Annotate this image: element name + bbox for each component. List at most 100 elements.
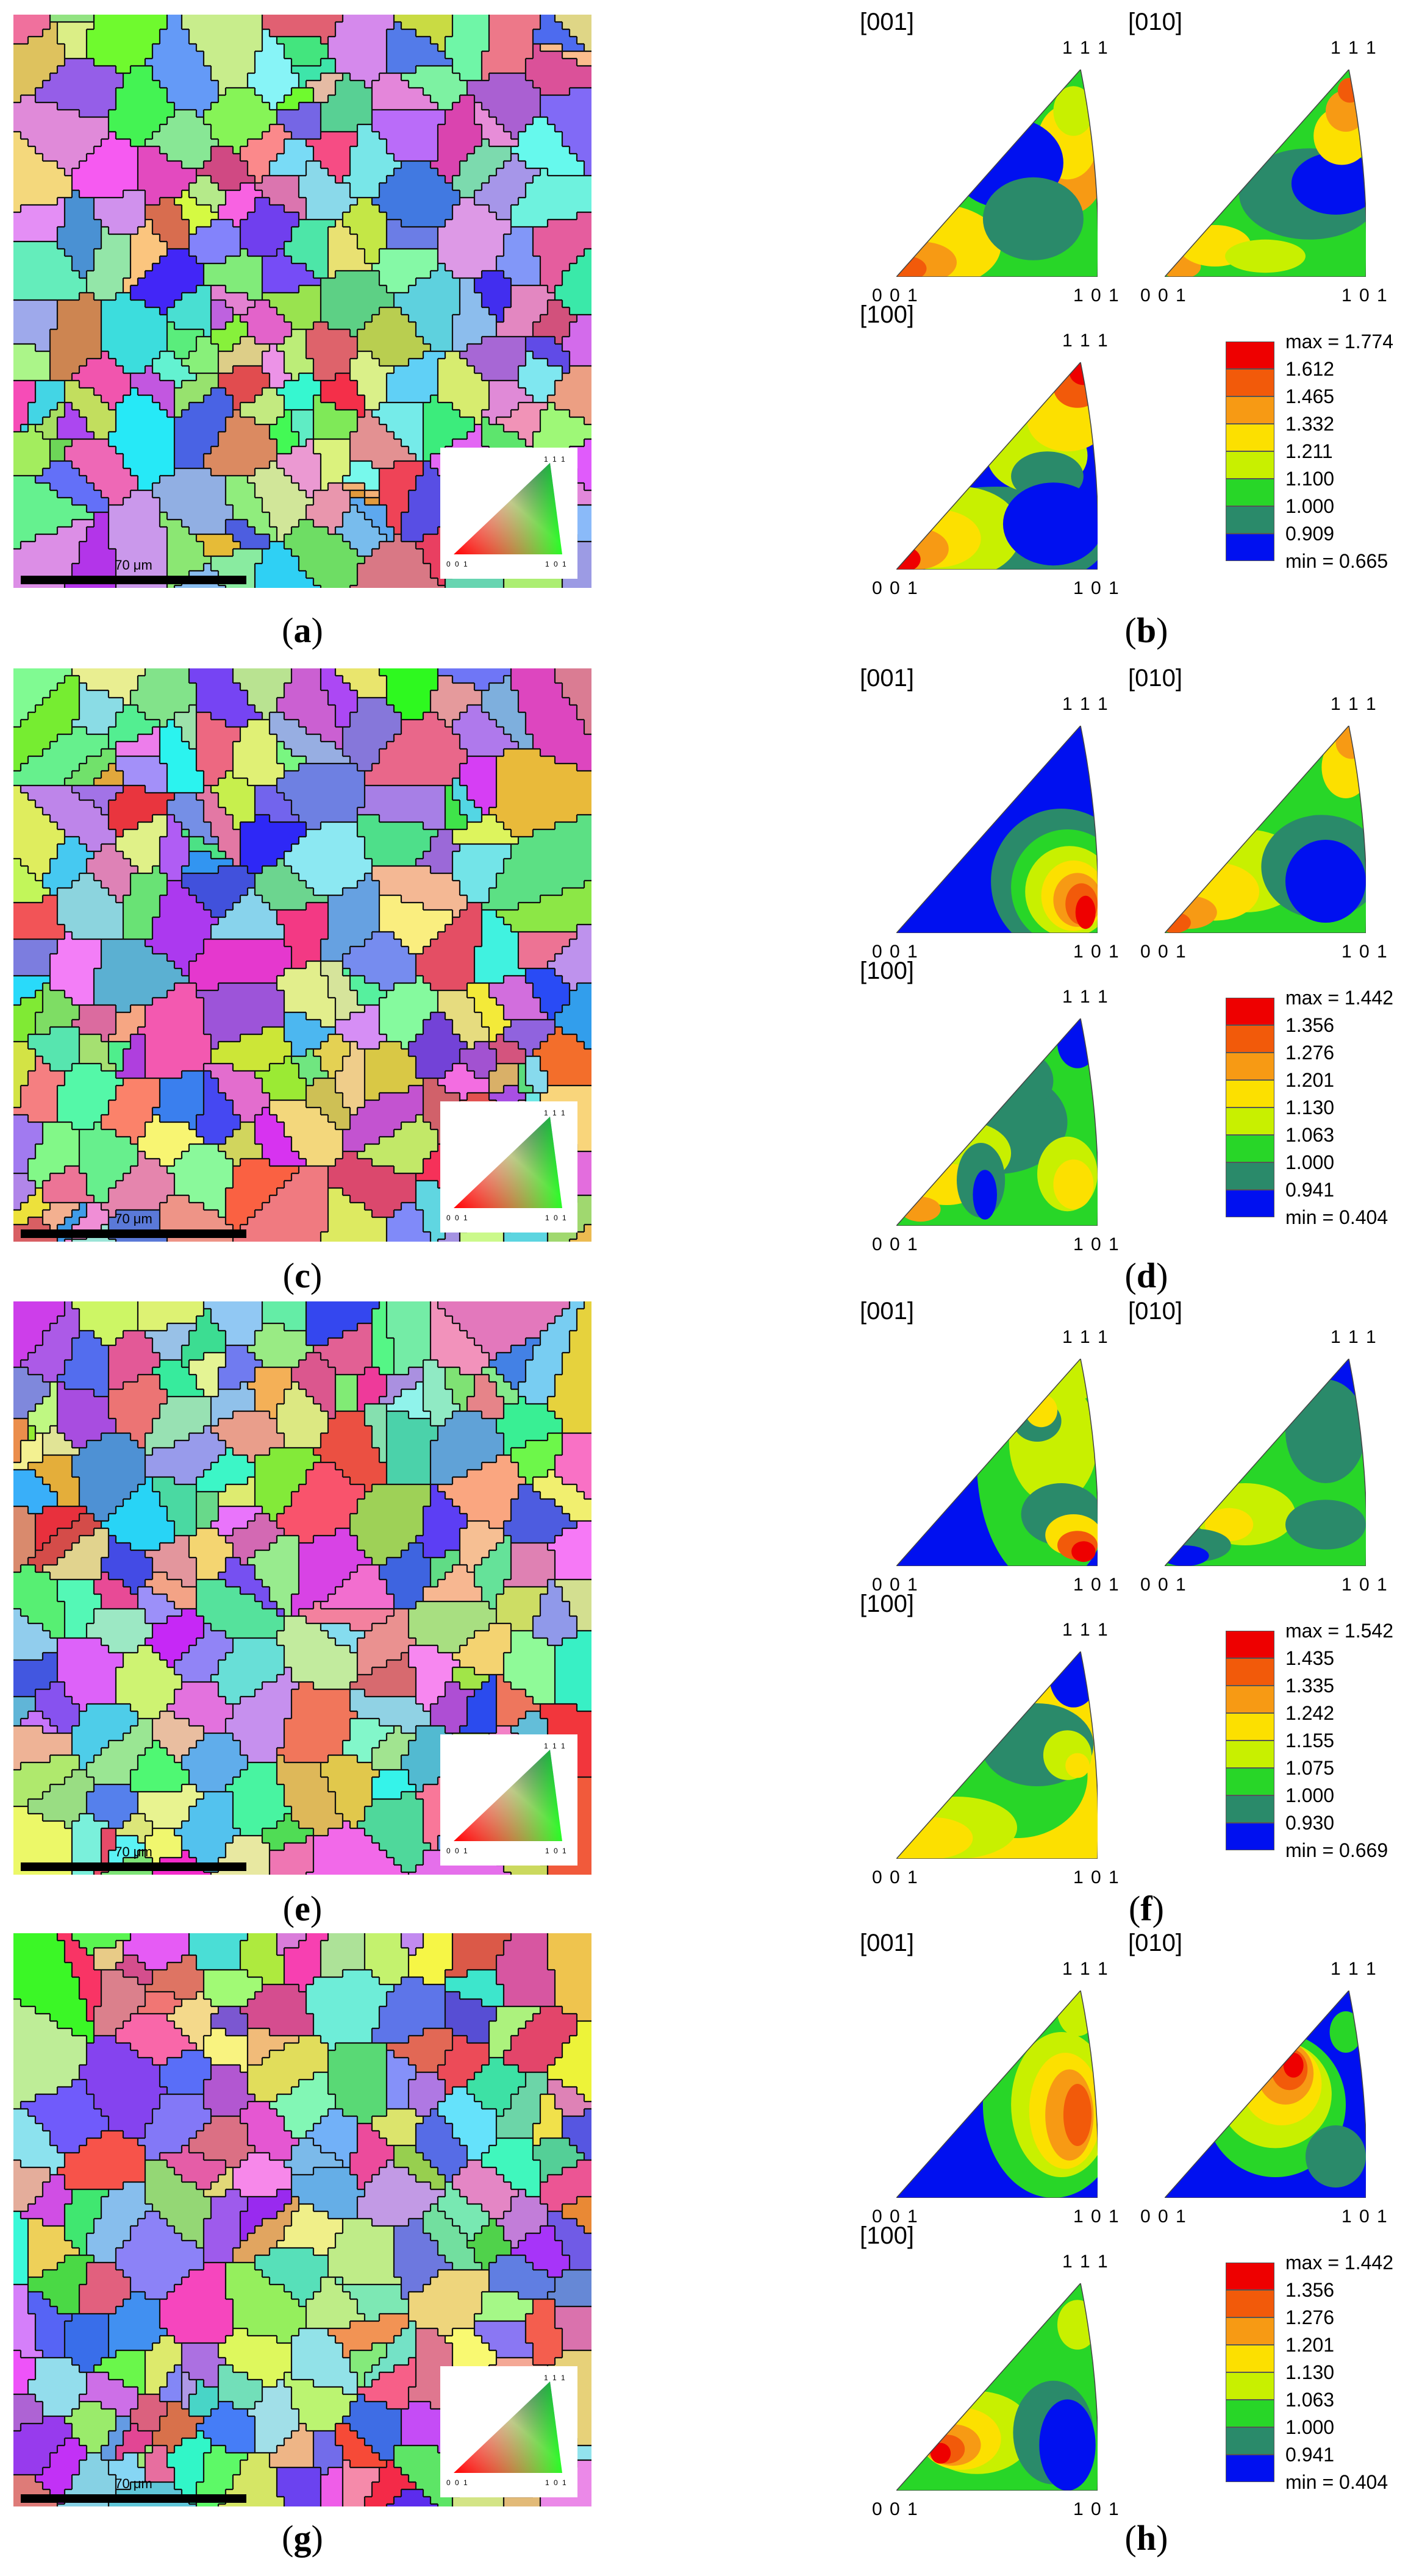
legend-swatch bbox=[1226, 342, 1274, 369]
pole-figure-corner-label-right: 1 0 1 bbox=[1342, 285, 1388, 306]
legend-swatch bbox=[1226, 1053, 1274, 1080]
ipf-key-label-top: 1 1 1 bbox=[544, 455, 566, 463]
ipf-key-label-left: 0 0 1 bbox=[446, 1214, 469, 1222]
pole-figure-corner-label-left: 0 0 1 bbox=[1140, 2206, 1187, 2227]
inverse-pole-figure-triangle bbox=[896, 362, 1098, 570]
inverse-pole-figure-triangle bbox=[896, 1651, 1098, 1859]
legend-swatch bbox=[1226, 396, 1274, 424]
legend-swatch bbox=[1226, 369, 1274, 396]
legend-swatch bbox=[1226, 1162, 1274, 1190]
ipf-color-key: 1 1 1 0 0 1 1 0 1 bbox=[440, 1101, 577, 1233]
inverse-pole-figure-triangle bbox=[896, 1359, 1098, 1566]
ipf-key-triangle bbox=[454, 1750, 562, 1841]
pole-figure-corner-label-top: 1 1 1 bbox=[1062, 1959, 1109, 1980]
pole-figure-direction-label: [100] bbox=[860, 1590, 914, 1618]
pole-figure-corner-label-top: 1 1 1 bbox=[1062, 694, 1109, 715]
pole-figure-corner-label-top: 1 1 1 bbox=[1331, 694, 1377, 715]
legend-swatch bbox=[1226, 2290, 1274, 2317]
ipf-key-label-left: 0 0 1 bbox=[446, 1847, 469, 1855]
legend-swatch bbox=[1226, 2263, 1274, 2290]
pole-figure-corner-label-top: 1 1 1 bbox=[1062, 1327, 1109, 1348]
legend-value: min = 0.669 bbox=[1285, 1839, 1388, 1862]
pole-figure-corner-label-left: 0 0 1 bbox=[1140, 285, 1187, 306]
legend-swatch bbox=[1226, 1658, 1274, 1686]
legend-swatch bbox=[1226, 451, 1274, 479]
pole-figure-corner-label-right: 1 0 1 bbox=[1073, 2206, 1120, 2227]
ipf-key-label-right: 1 0 1 bbox=[545, 2478, 568, 2487]
scale-bar-label: 70 μm bbox=[21, 2476, 246, 2492]
legend-swatch bbox=[1226, 1631, 1274, 1658]
legend-swatch bbox=[1226, 998, 1274, 1025]
inverse-pole-figure-triangle bbox=[1165, 70, 1366, 277]
ipf-color-key: 1 1 1 0 0 1 1 0 1 bbox=[440, 448, 577, 579]
ebsd-map-g: 70 μm 1 1 1 0 0 1 1 0 1 bbox=[13, 1933, 591, 2506]
ipf-key-triangle bbox=[454, 463, 562, 554]
pole-figure-corner-label-right: 1 0 1 bbox=[1073, 1867, 1120, 1888]
legend-value: 1.000 bbox=[1285, 2416, 1334, 2439]
legend-swatch bbox=[1226, 2317, 1274, 2345]
pole-figure-corner-label-right: 1 0 1 bbox=[1342, 942, 1388, 962]
scale-bar bbox=[21, 576, 246, 584]
legend-value: 1.276 bbox=[1285, 1042, 1334, 1064]
legend-value: 1.465 bbox=[1285, 385, 1334, 408]
pole-figure-corner-label-right: 1 0 1 bbox=[1073, 1234, 1120, 1255]
scale-bar bbox=[21, 2494, 246, 2503]
panel-label-a: (a) bbox=[260, 610, 345, 651]
pole-figure-direction-label: [010] bbox=[1128, 9, 1182, 36]
pole-figure-corner-label-left: 0 0 1 bbox=[1140, 942, 1187, 962]
density-legend: max = 1.774 1.612 1.465 1.332 1.211 1.100 1.00… bbox=[1226, 331, 1422, 582]
panel-label-d: (d) bbox=[1104, 1255, 1189, 1296]
pole-figure-corner-label-top: 1 1 1 bbox=[1062, 331, 1109, 351]
legend-value: 1.211 bbox=[1285, 440, 1333, 463]
legend-swatch bbox=[1226, 1080, 1274, 1107]
legend-value: 1.130 bbox=[1285, 2361, 1334, 2384]
pole-figure-corner-label-right: 1 0 1 bbox=[1342, 1575, 1388, 1595]
pole-figure-direction-label: [010] bbox=[1128, 1298, 1182, 1325]
ipf-key-label-right: 1 0 1 bbox=[545, 1847, 568, 1855]
legend-value: max = 1.774 bbox=[1285, 331, 1393, 353]
legend-value: 1.242 bbox=[1285, 1702, 1334, 1725]
legend-value: 1.356 bbox=[1285, 1014, 1334, 1037]
legend-swatch bbox=[1226, 2345, 1274, 2372]
ipf-key-label-top: 1 1 1 bbox=[544, 2374, 566, 2382]
inverse-pole-figure-triangle bbox=[896, 1991, 1098, 2198]
panel-label-f: (f) bbox=[1104, 1888, 1189, 1929]
legend-swatch bbox=[1226, 2372, 1274, 2400]
legend-value: 1.000 bbox=[1285, 1151, 1334, 1174]
pole-figure-corner-label-left: 0 0 1 bbox=[1140, 1575, 1187, 1595]
ipf-key-triangle bbox=[454, 2381, 562, 2473]
legend-value: max = 1.442 bbox=[1285, 987, 1393, 1009]
legend-swatch bbox=[1226, 534, 1274, 561]
pole-figure-corner-label-left: 0 0 1 bbox=[872, 1867, 919, 1888]
panel-label-b: (b) bbox=[1104, 610, 1189, 651]
inverse-pole-figure-triangle bbox=[896, 2283, 1098, 2491]
legend-swatch bbox=[1226, 2427, 1274, 2455]
pole-figure-set-b: [001] 1 1 1 0 0 1 1 0 1 [010] 1 1 1 0 0 1 1 0 1… bbox=[860, 9, 1422, 598]
inverse-pole-figure-triangle bbox=[1165, 1991, 1366, 2198]
legend-value: 1.130 bbox=[1285, 1097, 1334, 1119]
pole-figure-corner-label-left: 0 0 1 bbox=[872, 2206, 919, 2227]
scale-bar-label: 70 μm bbox=[21, 1211, 246, 1227]
ebsd-map-e: 70 μm 1 1 1 0 0 1 1 0 1 bbox=[13, 1301, 591, 1875]
legend-value: 1.000 bbox=[1285, 1784, 1334, 1807]
pole-figure-corner-label-top: 1 1 1 bbox=[1062, 2252, 1109, 2272]
pole-figure-set-h: [001] 1 1 1 0 0 1 1 0 1 [010] 1 1 1 0 0 1 1 0 1… bbox=[860, 1930, 1422, 2519]
pole-figure-corner-label-left: 0 0 1 bbox=[872, 1575, 919, 1595]
inverse-pole-figure-triangle bbox=[896, 726, 1098, 933]
scale-bar bbox=[21, 1229, 246, 1238]
legend-value: 1.332 bbox=[1285, 413, 1334, 435]
inverse-pole-figure-triangle bbox=[1165, 1359, 1366, 1566]
legend-value: 1.100 bbox=[1285, 468, 1334, 490]
legend-swatch bbox=[1226, 1107, 1274, 1135]
legend-value: min = 0.404 bbox=[1285, 1206, 1388, 1229]
density-legend: max = 1.542 1.435 1.335 1.242 1.155 1.075 1.00… bbox=[1226, 1620, 1422, 1871]
legend-swatch bbox=[1226, 1135, 1274, 1162]
inverse-pole-figure-triangle bbox=[896, 70, 1098, 277]
pole-figure-corner-label-top: 1 1 1 bbox=[1331, 1959, 1377, 1980]
ipf-color-key: 1 1 1 0 0 1 1 0 1 bbox=[440, 2366, 577, 2497]
inverse-pole-figure-triangle bbox=[1165, 726, 1366, 933]
legend-value: 1.063 bbox=[1285, 2389, 1334, 2411]
pole-figure-direction-label: [001] bbox=[860, 1930, 914, 1957]
inverse-pole-figure-triangle bbox=[896, 1018, 1098, 1226]
pole-figure-corner-label-left: 0 0 1 bbox=[872, 942, 919, 962]
